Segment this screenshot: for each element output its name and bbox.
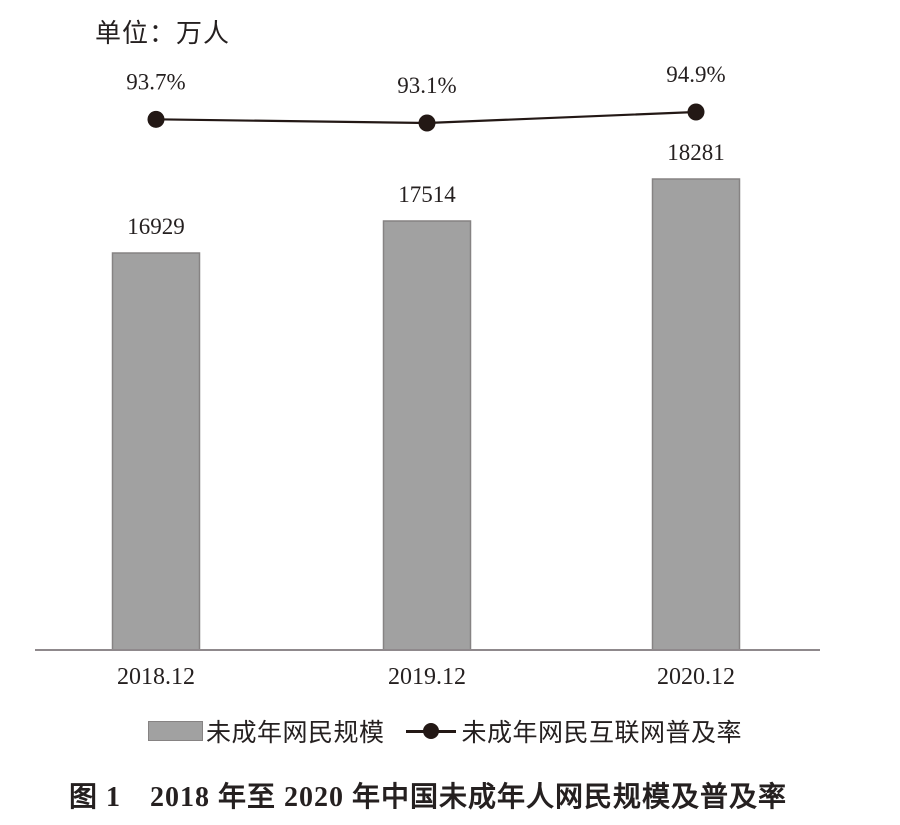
figure-caption: 图 1 2018 年至 2020 年中国未成年人网民规模及普及率 — [68, 782, 788, 813]
x-tick-label-2018.12: 2018.12 — [117, 664, 195, 690]
line-value-label-2018.12: 93.7% — [126, 69, 185, 94]
legend-line-label: 未成年网民互联网普及率 — [461, 720, 743, 747]
legend-line-marker — [405, 722, 456, 740]
legend: 未成年网民规模 未成年网民互联网普及率 — [148, 712, 742, 750]
bar-value-label-2018.12: 16929 — [127, 214, 185, 239]
bar-value-label-2020.12: 18281 — [667, 140, 725, 165]
line-point-2019.12 — [418, 114, 436, 132]
bar-value-label-2019.12: 17514 — [398, 182, 456, 207]
bar-2019.12 — [382, 220, 472, 651]
line-point-2020.12 — [687, 103, 705, 121]
bar-2018.12 — [111, 252, 201, 651]
x-tick-label-2019.12: 2019.12 — [388, 664, 466, 690]
legend-bar-label: 未成年网民规模 — [206, 720, 385, 747]
bar-2020.12 — [651, 178, 741, 651]
unit-label: 单位：万人 — [95, 19, 231, 48]
plot-area: 16929 17514 18281 2018.12 2019.12 2020.12 93.7… — [35, 62, 820, 690]
line-value-label-2019.12: 93.1% — [397, 73, 456, 98]
x-tick-label-2020.12: 2020.12 — [657, 664, 735, 690]
legend-dot-icon — [422, 723, 439, 739]
legend-bar-swatch — [148, 721, 203, 741]
line-point-2018.12 — [147, 110, 165, 128]
line-value-label-2020.12: 94.9% — [666, 62, 725, 87]
